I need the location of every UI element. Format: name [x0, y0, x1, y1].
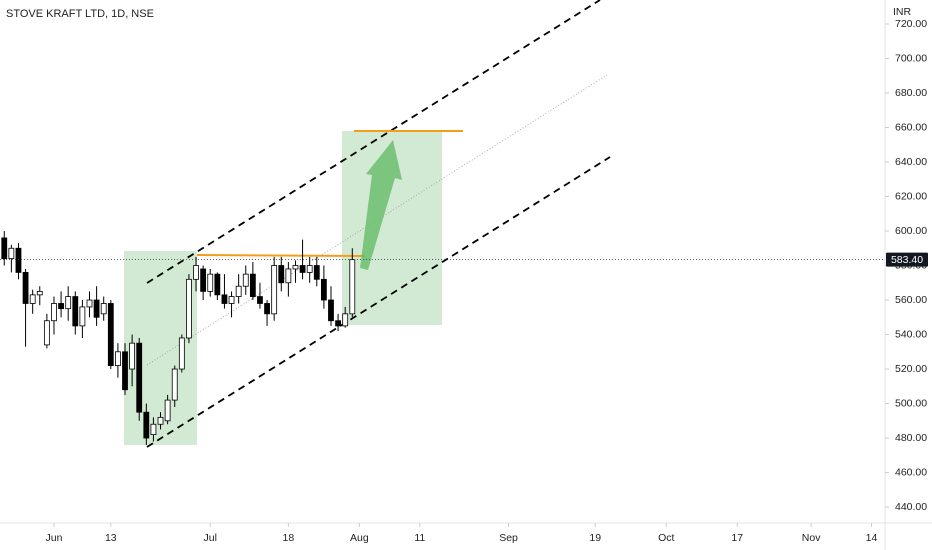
candle-body [242, 273, 249, 287]
candle-body [36, 291, 43, 296]
y-tick-label: 520.00 [895, 363, 927, 375]
candle-body [249, 273, 256, 297]
candle-body [292, 265, 299, 270]
candle-body [320, 278, 327, 301]
y-tick-label: 620.00 [895, 190, 927, 202]
y-tick-label: 680.00 [895, 87, 927, 99]
candle-body [93, 299, 100, 318]
candle-body [313, 265, 320, 280]
candle-body [22, 272, 29, 304]
candle-body [171, 368, 178, 401]
arrow [360, 140, 402, 270]
candle-body [107, 303, 114, 366]
candle-body [29, 294, 36, 304]
candle-body [115, 351, 121, 366]
y-tick-label: 540.00 [895, 328, 927, 340]
y-tick-label: 480.00 [895, 432, 927, 444]
x-tick-label: Aug [350, 532, 369, 544]
candle-body [200, 268, 207, 292]
x-tick-label: 19 [589, 532, 601, 544]
candle-body [221, 294, 228, 304]
y-tick-label: 500.00 [895, 397, 927, 409]
candle-body [1, 237, 8, 260]
y-tick-label: 640.00 [895, 156, 927, 168]
candle-body [86, 299, 93, 308]
candle-body [306, 265, 313, 273]
candle-body [193, 265, 199, 280]
y-tick-label: 460.00 [895, 466, 927, 478]
y-tick-label: 440.00 [895, 501, 927, 513]
x-tick-label: Jun [46, 532, 63, 544]
last-price-box [886, 252, 928, 267]
x-tick-label: 17 [731, 532, 743, 544]
candle-body [186, 278, 192, 339]
y-unit: INR [893, 6, 912, 18]
x-tick-label: Jul [204, 532, 217, 544]
candle-body [335, 320, 341, 327]
candle-body [299, 265, 306, 273]
candle-body [214, 273, 221, 296]
candle-body [136, 342, 143, 413]
y-tick-label: 700.00 [895, 52, 927, 64]
candle-body [15, 247, 22, 273]
candle-body [157, 416, 164, 425]
y-tick-label: 600.00 [895, 225, 927, 237]
x-tick-label: 11 [414, 532, 425, 544]
candle-body [328, 299, 334, 322]
candle-body [178, 337, 185, 370]
candle-body [8, 247, 15, 260]
candle-body [51, 303, 57, 322]
x-tick-label: 13 [105, 532, 117, 544]
x-tick-label: Sep [499, 532, 518, 544]
y-tick-label: 660.00 [895, 121, 927, 133]
last-price-label: 583.40 [891, 254, 923, 266]
candle-body [264, 303, 270, 315]
candle-body [235, 285, 242, 297]
candle-body [257, 296, 263, 304]
x-tick-label: 14 [866, 532, 878, 544]
candle-body [342, 313, 349, 327]
candle-body [228, 296, 235, 304]
candle-body [164, 399, 171, 422]
y-tick-label: 720.00 [895, 18, 927, 30]
candle-body [100, 303, 107, 315]
candle-body [150, 423, 157, 435]
drawings [124, 0, 611, 448]
candle-body [65, 296, 72, 310]
candle-body [129, 342, 136, 370]
candle-body [58, 303, 64, 310]
candle-body [72, 296, 79, 327]
candle-body [285, 268, 292, 284]
candle-body [122, 351, 128, 391]
candle-body [143, 411, 150, 439]
candle-body [278, 265, 285, 284]
candle-body [79, 306, 86, 327]
chart-title: STOVE KRAFT LTD, 1D, NSE [6, 8, 154, 20]
channel-mid [146, 74, 608, 366]
x-tick-label: 18 [283, 532, 295, 544]
y-tick-label: 560.00 [895, 294, 927, 306]
channel-upper [146, 0, 601, 284]
candle-body [349, 259, 356, 315]
candle-body [271, 265, 278, 315]
candle-body [207, 273, 214, 292]
resistance-line [196, 254, 366, 257]
x-tick-label: Nov [802, 532, 821, 544]
candle-body [43, 320, 50, 346]
x-tick-label: Oct [658, 532, 674, 544]
